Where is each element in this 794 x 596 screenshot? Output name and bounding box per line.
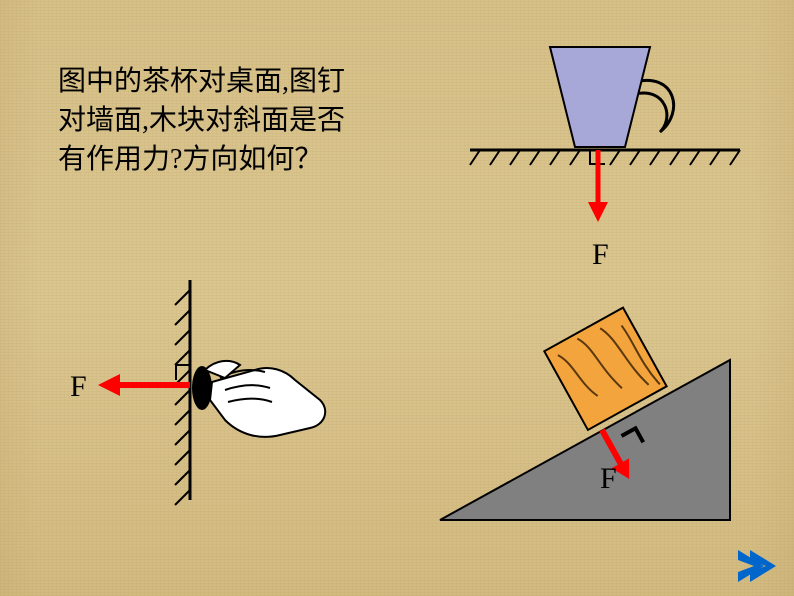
- force-arrow-pin-head: [98, 374, 120, 396]
- cup-diagram: [450, 32, 760, 232]
- force-label-pin: F: [70, 370, 87, 404]
- force-arrow-cup-head: [588, 202, 608, 222]
- cup-handle: [635, 80, 674, 132]
- hand: [205, 361, 325, 437]
- force-label-block: F: [600, 462, 617, 496]
- question-text: 图中的茶杯对桌面,图钉 对墙面,木块对斜面是否 有作用力?方向如何？: [58, 62, 345, 180]
- question-line2: 对墙面,木块对斜面是否: [58, 101, 345, 140]
- question-line3: 有作用力?方向如何？: [58, 140, 345, 179]
- wall-hatching: [175, 290, 190, 505]
- force-label-cup: F: [592, 238, 609, 272]
- cup-body: [550, 47, 650, 147]
- question-line1: 图中的茶杯对桌面,图钉: [58, 62, 345, 101]
- next-button[interactable]: [736, 548, 776, 584]
- table-hatching: [470, 150, 740, 165]
- pin-diagram: [60, 270, 380, 510]
- incline-diagram: [430, 300, 750, 540]
